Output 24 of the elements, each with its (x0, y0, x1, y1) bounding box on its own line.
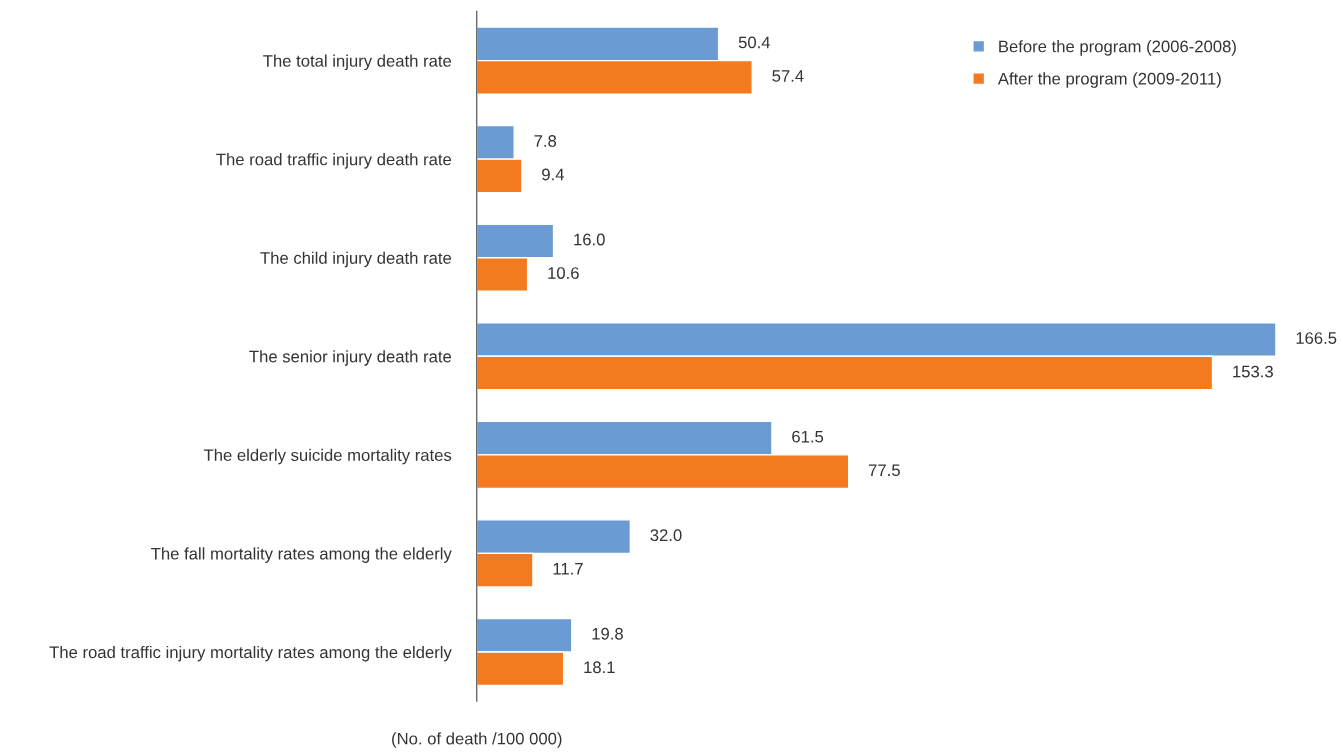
y-tick-label: The senior injury death rate (249, 350, 452, 366)
data-label: 77.5 (869, 464, 900, 477)
y-tick-label: The road traffic injury mortality rates among the elderly (49, 645, 452, 662)
y-tick-label: The total injury death rate (263, 54, 452, 71)
data-label: 50.4 (738, 36, 771, 49)
x-axis-title: (No. of death /100 000) (392, 732, 562, 748)
y-tick-label: The elderly suicide mortality rates (203, 448, 452, 465)
data-label: 32.0 (650, 529, 682, 542)
data-label: 19.8 (592, 627, 623, 640)
data-label: 7.8 (534, 135, 557, 147)
data-label: 16.0 (574, 233, 605, 246)
data-label: 10.6 (548, 267, 579, 279)
data-label: 61.5 (792, 430, 824, 443)
y-tick-label: The fall mortality rates among the elderly (151, 547, 452, 563)
data-label: 9.4 (542, 168, 564, 181)
data-label: 18.1 (584, 661, 615, 674)
data-label: 57.4 (772, 70, 804, 82)
legend-label: Before the program (2006-2008) (999, 40, 1236, 56)
legend-label: After the program (2009-2011) (997, 72, 1221, 88)
y-tick-label: The child injury death rate (260, 251, 452, 268)
data-label: 11.7 (553, 562, 583, 575)
y-tick-label: The road traffic injury death rate (216, 153, 452, 169)
data-label: 153.3 (1233, 365, 1273, 378)
data-label: 166.5 (1296, 332, 1337, 344)
